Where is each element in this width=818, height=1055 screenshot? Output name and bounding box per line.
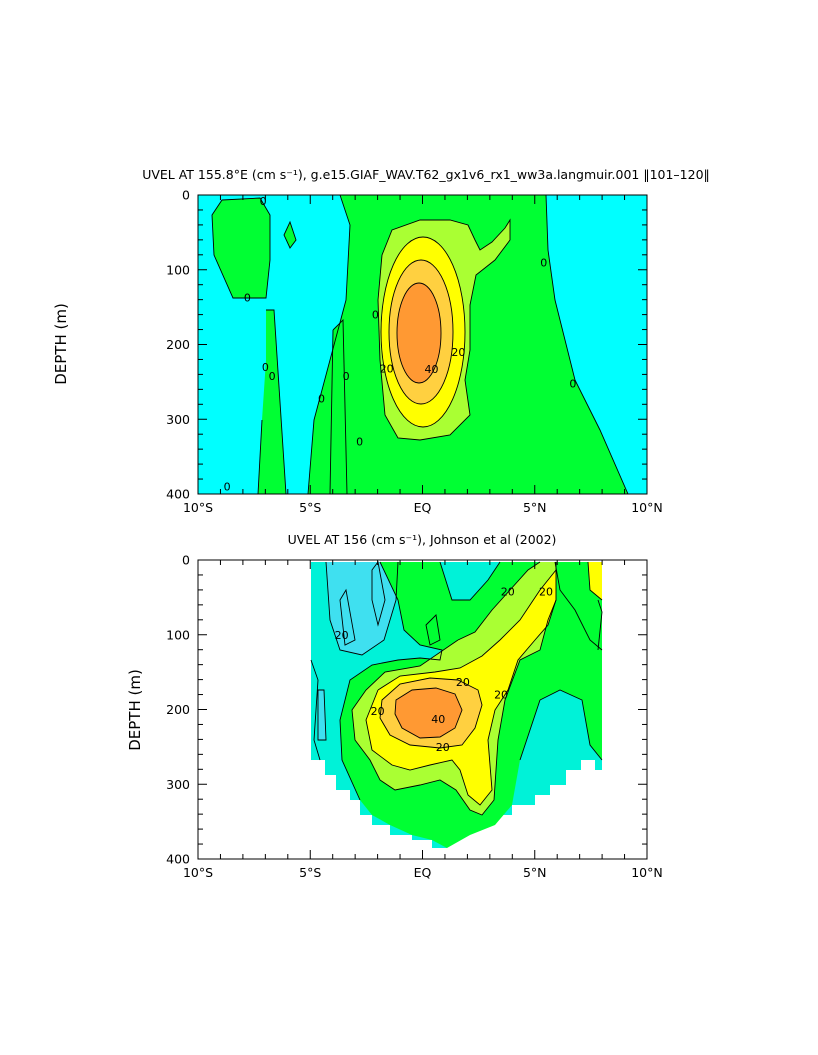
bottom-axes: 10°S 5°S EQ 5°N 10°N 0 100 200 300 400 xyxy=(166,553,663,881)
top-contour-label: 0 xyxy=(372,309,379,322)
bottom-panel: UVEL AT 156 (cm s⁻¹), Johnson et al (200… xyxy=(126,532,663,880)
top-contour-label: 40 xyxy=(424,363,438,376)
top-y-axis-label: DEPTH (m) xyxy=(52,303,70,385)
top-contour-label: 20 xyxy=(451,346,465,359)
bottom-fill-m20-m10 xyxy=(326,562,398,655)
top-contour-label: 0 xyxy=(540,256,547,269)
top-panel-title: UVEL AT 155.8°E (cm s⁻¹), g.e15.GIAF_WAV… xyxy=(142,167,710,182)
top-x-tick-label: 10°N xyxy=(631,500,663,515)
bottom-contour-label: 20 xyxy=(494,689,508,702)
bottom-x-tick-label: 5°N xyxy=(523,865,547,880)
bottom-contour-label: 20 xyxy=(371,705,385,718)
bottom-fill-m20-m10-b xyxy=(318,690,326,740)
top-contour-label: 0 xyxy=(356,436,363,449)
bottom-contour-label: 20 xyxy=(501,585,515,598)
bottom-x-tick-label: EQ xyxy=(414,865,432,880)
top-contour-label: 0 xyxy=(260,195,267,208)
bottom-y-tick-label: 200 xyxy=(166,702,190,717)
bottom-fill-40-50 xyxy=(395,688,462,738)
top-fill-40-50 xyxy=(397,283,441,383)
bottom-contour-label: 20 xyxy=(456,676,470,689)
bottom-y-tick-label: 300 xyxy=(166,777,190,792)
top-x-tick-label: 5°N xyxy=(523,500,547,515)
bottom-panel-title: UVEL AT 156 (cm s⁻¹), Johnson et al (200… xyxy=(288,532,557,547)
top-y-tick-label: 0 xyxy=(182,188,190,203)
bottom-x-tick-label: 10°N xyxy=(631,865,663,880)
top-contour-label: 20 xyxy=(380,362,394,375)
bottom-y-tick-label: 100 xyxy=(166,627,190,642)
top-y-tick-label: 100 xyxy=(166,262,190,277)
bottom-contour-labels: 20 20 20 20 20 40 20 20 xyxy=(335,585,553,753)
bottom-y-tick-label: 0 xyxy=(182,553,190,568)
bottom-x-tick-label: 5°S xyxy=(299,865,321,880)
top-fill-south-strip xyxy=(258,310,286,494)
top-contour-label: 0 xyxy=(569,377,576,390)
bottom-y-tick-label: 400 xyxy=(166,852,190,867)
top-contour-label: 0 xyxy=(343,370,350,383)
top-contour-label: 0 xyxy=(224,481,231,494)
top-y-tick-label: 300 xyxy=(166,412,190,427)
top-contour-label: 0 xyxy=(244,291,251,304)
top-y-tick-label: 200 xyxy=(166,337,190,352)
bottom-contour-label: 20 xyxy=(539,585,553,598)
top-fill-south-0-10 xyxy=(212,198,270,298)
top-x-tick-label: 5°S xyxy=(299,500,321,515)
bottom-x-tick-label: 10°S xyxy=(183,865,213,880)
top-x-tick-label: 10°S xyxy=(183,500,213,515)
top-x-tick-label: EQ xyxy=(414,500,432,515)
bottom-heatmap: 20 20 20 20 20 40 20 20 xyxy=(310,560,603,848)
top-panel: UVEL AT 155.8°E (cm s⁻¹), g.e15.GIAF_WAV… xyxy=(52,167,710,515)
top-y-tick-label: 400 xyxy=(166,487,190,502)
top-contour-label: 0 xyxy=(262,361,269,374)
top-contour-label: 0 xyxy=(318,392,325,405)
bottom-contour-label: 20 xyxy=(436,741,450,754)
bottom-fill-20-30-b xyxy=(588,562,602,600)
top-contour-label: 0 xyxy=(269,370,276,383)
top-contour-lines xyxy=(211,195,629,494)
bottom-y-axis-label: DEPTH (m) xyxy=(126,669,144,751)
bottom-contour-lines xyxy=(310,560,603,816)
bottom-contour-label: 20 xyxy=(335,629,349,642)
top-fill-narrow-tongue xyxy=(330,320,347,494)
bottom-contour-label: 40 xyxy=(431,713,445,726)
